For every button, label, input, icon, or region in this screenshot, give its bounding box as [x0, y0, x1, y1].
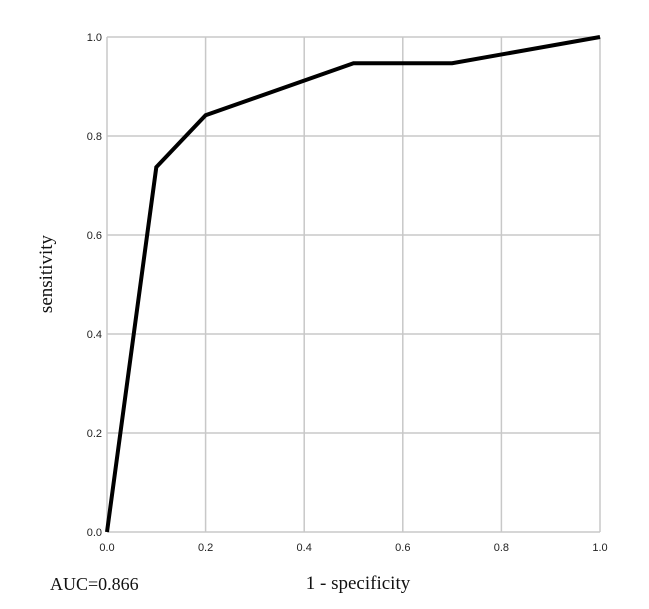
auc-annotation: AUC=0.866 — [50, 574, 139, 594]
y-tick-label: 0.0 — [87, 527, 102, 539]
x-tick-label: 0.4 — [297, 542, 312, 554]
x-tick-label: 0.2 — [198, 542, 213, 554]
x-tick-label: 0.8 — [494, 542, 509, 554]
y-tick-label: 1.0 — [87, 32, 102, 44]
y-axis-title: sensitivity — [36, 234, 57, 313]
x-tick-label: 0.0 — [99, 542, 114, 554]
y-tick-label: 0.6 — [87, 230, 102, 242]
series-layer — [105, 35, 601, 533]
x-tick-label: 0.6 — [395, 542, 410, 554]
x-tick-labels: 0.0 0.2 0.4 0.6 0.8 1.0 — [99, 542, 607, 554]
y-tick-label: 0.2 — [87, 428, 102, 440]
y-tick-label: 0.8 — [87, 131, 102, 143]
plot-area — [107, 37, 600, 532]
y-tick-label: 0.4 — [87, 329, 102, 341]
grid-lines — [106, 36, 601, 533]
roc-curve — [105, 35, 601, 533]
x-axis-title: 1 - specificity — [306, 573, 411, 594]
x-tick-label: 1.0 — [592, 542, 607, 554]
y-tick-labels: 0.0 0.2 0.4 0.6 0.8 1.0 — [87, 32, 102, 539]
